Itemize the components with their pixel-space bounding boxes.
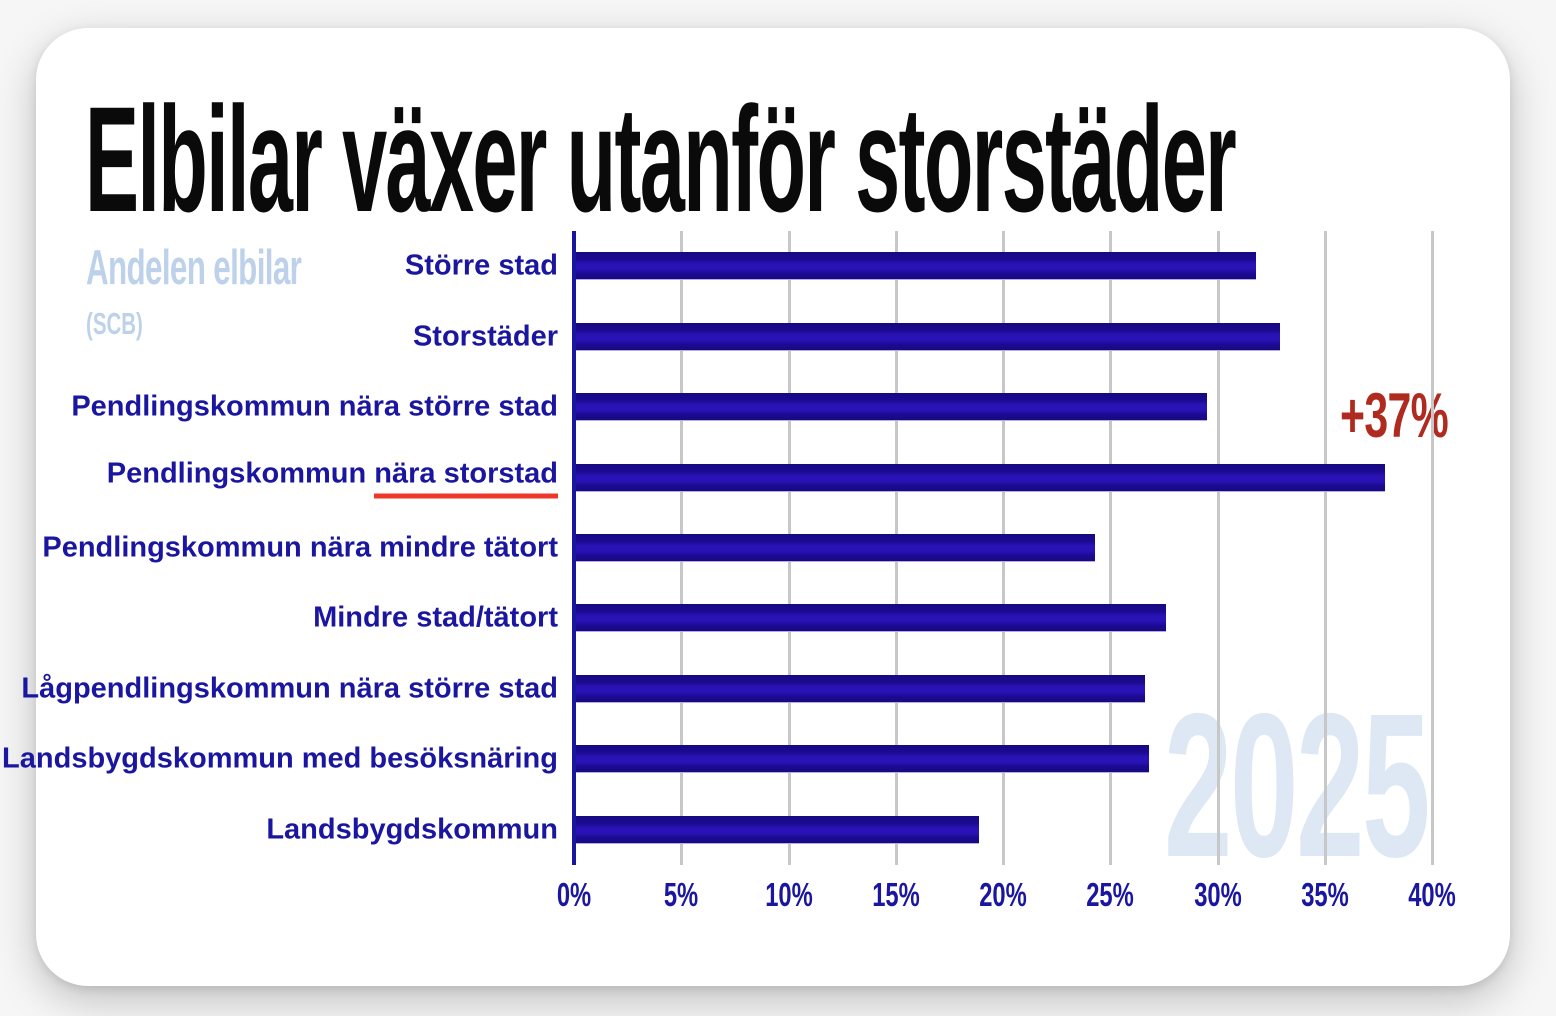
category-label: Mindre stad/tätort [313,601,558,634]
category-label: Större stad [404,249,558,282]
category-label: Lågpendlingskommun nära större stad [21,672,558,705]
gridline [1431,231,1434,865]
delta-annotation: +37% [1340,381,1449,451]
bar-row: Pendlingskommun nära storstad [107,442,1432,512]
bar [574,745,1149,774]
x-tick-label: 10% [764,876,813,913]
x-tick-label: 25% [1086,876,1135,913]
category-label: Pendlingskommun nära mindre tätort [42,531,558,564]
x-tick-label: 5% [664,876,699,913]
category-label: Pendlingskommun nära större stad [71,390,558,423]
y-axis-line [572,231,576,865]
bar-row: Pendlingskommun nära mindre tätort [42,513,1432,583]
x-tick-label: 0% [556,876,592,913]
bar-row: Landsbygdskommun med besöksnäring [2,724,1432,794]
bar-row: Lågpendlingskommun nära större stad [21,654,1432,724]
category-label-prefix: Pendlingskommun [106,457,375,490]
bar [574,322,1280,351]
x-tick-label: 30% [1193,876,1242,913]
year-watermark: 2025 [1164,671,1430,900]
bar [574,252,1257,281]
x-tick-label: 40% [1408,876,1456,913]
category-label: Landsbygdskommun med besöksnäring [2,742,558,775]
bar [574,393,1207,422]
page-title: Elbilar växer utanför storstäder [85,75,1237,243]
bar [574,815,980,844]
bar-row: Mindre stad/tätort [313,583,1432,653]
bar-row: Landsbygdskommun [266,795,1432,865]
category-label: Storstäder [412,320,558,353]
bar-row: Storstäder [413,301,1432,371]
x-tick-label: 35% [1300,876,1349,913]
x-tick-label: 20% [979,876,1027,913]
gridline [1216,231,1220,865]
underlined-category-text: nära storstad [374,457,558,499]
chart-source: (SCB) [86,306,143,341]
bar [574,674,1145,703]
chart-subtitle: Andelen elbilar [86,241,302,295]
bar-row: Större stad [405,231,1432,301]
bar-row: Pendlingskommun nära större stad [71,372,1432,442]
x-tick-label: 15% [871,876,920,913]
bar [574,604,1167,633]
bar-chart-plot-area: 2025 Större stad Storstäder Pendlingskommu… [2,231,1434,888]
category-label: Pendlingskommun nära storstad [106,457,558,499]
gridline [1109,231,1113,865]
x-axis-tick-labels: 0% 5% 10% 15% 20% 25% 30% 35% 40% [557,876,1456,918]
bar [574,533,1096,562]
bar [574,463,1385,492]
category-label: Landsbygdskommun [266,813,558,846]
gridline [1323,231,1327,865]
